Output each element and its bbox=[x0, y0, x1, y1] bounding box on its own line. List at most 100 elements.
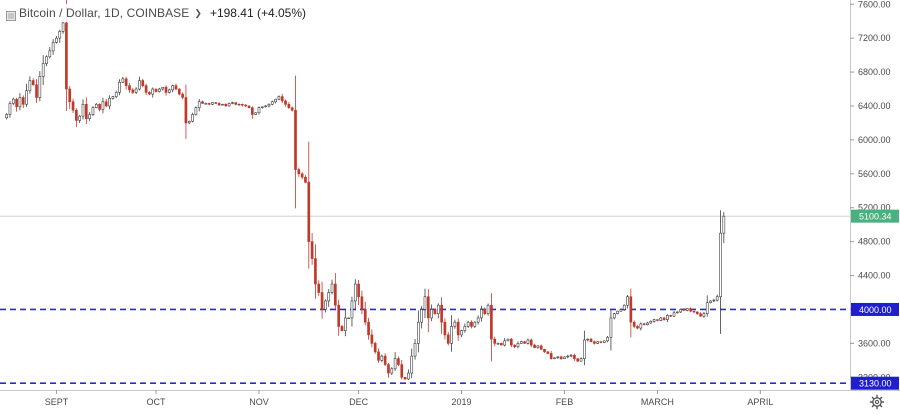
candle-body bbox=[695, 311, 699, 314]
candle bbox=[267, 103, 271, 108]
candle bbox=[699, 312, 702, 317]
candle bbox=[390, 367, 394, 375]
candle-body bbox=[15, 98, 18, 108]
candle bbox=[11, 97, 15, 106]
candle bbox=[639, 322, 643, 331]
candle bbox=[685, 308, 689, 312]
candle-body bbox=[692, 310, 696, 313]
candle bbox=[124, 76, 128, 90]
candle bbox=[397, 356, 400, 367]
symbol-legend[interactable]: Bitcoin / Dollar, 1D, COINBASE ❯ +198.41… bbox=[4, 4, 311, 22]
candle bbox=[496, 342, 500, 345]
chevron-down-icon[interactable]: ❯ bbox=[194, 7, 202, 18]
candle-body bbox=[546, 351, 550, 354]
candle-body bbox=[35, 84, 38, 98]
candle-body bbox=[460, 330, 463, 336]
candle-body bbox=[260, 106, 264, 108]
candle bbox=[101, 97, 105, 114]
candle bbox=[549, 351, 553, 360]
candle-body bbox=[334, 283, 337, 306]
candle bbox=[526, 338, 530, 345]
candle bbox=[244, 103, 248, 108]
candle-body bbox=[705, 302, 709, 314]
candle bbox=[221, 103, 224, 106]
candle bbox=[128, 82, 131, 93]
price-tick-label: 6400.00 bbox=[858, 101, 891, 111]
candle-body bbox=[221, 103, 224, 106]
candle-body bbox=[5, 114, 8, 119]
plot-area[interactable] bbox=[0, 0, 850, 390]
candle-body bbox=[579, 358, 583, 362]
candle-body bbox=[211, 102, 214, 105]
candle bbox=[410, 348, 414, 379]
price-axis-background[interactable] bbox=[850, 0, 900, 410]
candle-body bbox=[21, 97, 25, 105]
candle-body bbox=[450, 326, 453, 344]
candle bbox=[642, 323, 646, 326]
candle bbox=[35, 78, 38, 103]
candle bbox=[383, 353, 387, 366]
candle-body bbox=[606, 337, 609, 342]
candle-body bbox=[433, 309, 437, 314]
candle bbox=[251, 106, 254, 119]
candle-body bbox=[390, 368, 394, 374]
candle bbox=[337, 299, 341, 336]
candle-body bbox=[294, 109, 297, 170]
candle-body bbox=[84, 103, 88, 119]
candle bbox=[187, 120, 191, 125]
candle bbox=[367, 317, 370, 340]
candle bbox=[370, 329, 374, 348]
candle-body bbox=[470, 321, 473, 327]
plot-background[interactable] bbox=[0, 0, 850, 390]
gear-icon[interactable] bbox=[869, 394, 885, 410]
time-axis[interactable]: SEPT OCT NOV DEC 2019 FEB MARCH APRIL bbox=[0, 390, 900, 407]
candle bbox=[563, 356, 566, 359]
candle-body bbox=[456, 321, 460, 336]
candle bbox=[304, 175, 307, 184]
candle-body bbox=[31, 80, 35, 86]
candle-body bbox=[151, 88, 155, 95]
collapse-legend-icon[interactable] bbox=[6, 8, 16, 21]
candle bbox=[503, 338, 507, 347]
candle bbox=[486, 303, 490, 316]
symbol-title[interactable]: Bitcoin / Dollar, 1D, COINBASE bbox=[19, 6, 190, 20]
candle bbox=[360, 290, 364, 315]
candle-body bbox=[274, 98, 277, 103]
level-price-badge bbox=[851, 376, 899, 390]
candle bbox=[121, 76, 125, 83]
candle-body bbox=[496, 343, 500, 345]
price-axis[interactable]: 3200.003600.004000.004400.004800.005200.… bbox=[850, 0, 900, 410]
candle bbox=[91, 106, 95, 117]
candle-body bbox=[652, 319, 656, 322]
candle-body bbox=[589, 338, 593, 342]
candle-body bbox=[114, 92, 118, 97]
candle bbox=[676, 311, 679, 314]
candle bbox=[21, 95, 25, 109]
candle-body bbox=[340, 326, 344, 331]
candle bbox=[506, 338, 510, 342]
candle-body bbox=[602, 340, 606, 343]
candle bbox=[569, 353, 573, 358]
candle bbox=[194, 106, 198, 116]
candle-body bbox=[25, 90, 28, 105]
candle-body bbox=[566, 355, 570, 358]
candle-body bbox=[719, 232, 722, 298]
candle-body bbox=[204, 103, 208, 105]
candle-body bbox=[383, 355, 387, 365]
candle-body bbox=[360, 296, 364, 310]
candle bbox=[622, 304, 626, 311]
candle bbox=[679, 309, 682, 314]
candle-body bbox=[154, 88, 158, 92]
candle bbox=[553, 357, 556, 360]
candle bbox=[363, 301, 367, 326]
candle bbox=[573, 353, 576, 361]
candle bbox=[314, 244, 317, 299]
candle-body bbox=[413, 343, 417, 357]
candle bbox=[619, 308, 623, 312]
candle bbox=[144, 83, 148, 95]
candle bbox=[476, 315, 480, 325]
candle bbox=[656, 319, 659, 322]
candle-body bbox=[417, 321, 420, 344]
candle-body bbox=[619, 309, 623, 312]
